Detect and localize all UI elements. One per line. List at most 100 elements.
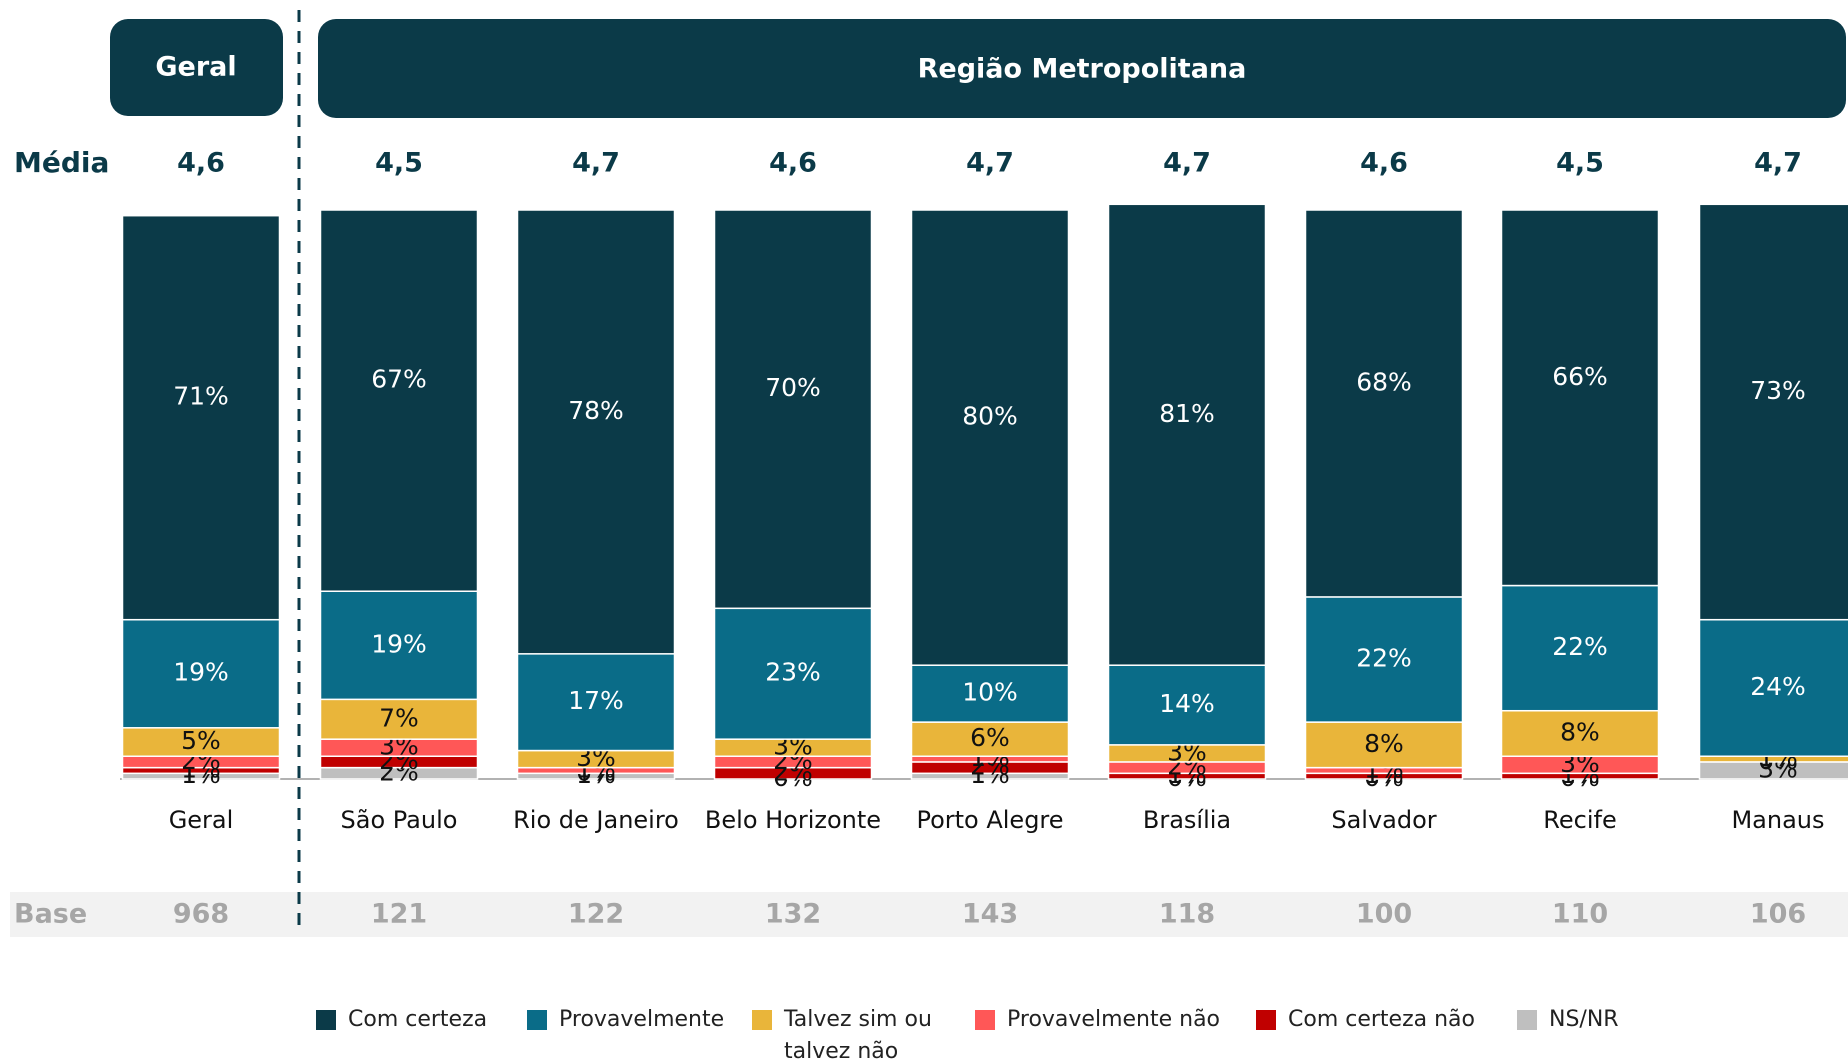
base-row [10, 892, 1848, 937]
value-label: 71% [173, 382, 229, 411]
mean-value: 4,6 [769, 148, 817, 179]
legend-swatch [316, 1010, 336, 1030]
value-label: 17% [568, 686, 624, 715]
base-value: 100 [1356, 899, 1412, 930]
group-header [318, 19, 1846, 118]
x-tick-label: Salvador [1331, 806, 1436, 834]
value-label: 24% [1750, 672, 1806, 701]
x-tick-label: Belo Horizonte [705, 806, 881, 834]
legend-item: Provavelmente não [975, 1004, 1220, 1036]
value-label: 68% [1356, 367, 1412, 396]
bar-segment [1500, 709, 1660, 757]
base-value: 143 [962, 899, 1018, 930]
legend-swatch [1256, 1010, 1276, 1030]
bar-segment [1500, 584, 1660, 712]
bar-segment [1698, 203, 1848, 621]
bar-segment [713, 209, 873, 610]
bar-segment [910, 664, 1070, 723]
x-tick-label: Rio de Janeiro [513, 806, 679, 834]
group-header [110, 19, 283, 116]
value-label: 19% [371, 629, 427, 658]
bar-segment [910, 721, 1070, 757]
mean-value: 4,5 [1556, 148, 1604, 179]
base-value: 132 [765, 899, 821, 930]
bar-segment [1304, 596, 1464, 723]
legend-label: NS/NR [1549, 1007, 1619, 1032]
bar-segment [713, 607, 873, 740]
x-tick-label: Geral [169, 806, 234, 834]
legend-item: Com certeza não [1256, 1004, 1475, 1036]
bar-segment [910, 209, 1070, 666]
bar-segment [1304, 209, 1464, 598]
value-label: 67% [371, 365, 427, 394]
legend: Com certeza Provavelmente Talvez sim ou ta… [0, 1004, 1848, 1061]
value-label: 10% [962, 678, 1018, 707]
value-label: 8% [1364, 729, 1404, 758]
chart: Geral Região Metropolitana Média Base 1%… [10, 10, 1848, 937]
base-value: 968 [173, 899, 229, 930]
bar-segment [1698, 618, 1848, 757]
base-label: Base [14, 899, 87, 930]
legend-label: Talvez sim ou talvez não [784, 1007, 932, 1061]
value-label: 80% [962, 402, 1018, 431]
legend-label: Com certeza [348, 1007, 488, 1032]
group-label: Geral [155, 52, 236, 83]
bar-segment [516, 209, 676, 655]
mean-label: Média [14, 146, 109, 179]
value-label: 22% [1552, 632, 1608, 661]
base-value: 122 [568, 899, 624, 930]
legend-label: Provavelmente [559, 1007, 725, 1032]
bar-segment [1107, 203, 1267, 666]
bar-segment [121, 214, 281, 621]
value-label: 73% [1750, 376, 1806, 405]
legend-item: NS/NR [1517, 1004, 1619, 1036]
value-label: 5% [181, 726, 221, 755]
x-tick-label: Manaus [1731, 806, 1824, 834]
mean-value: 4,7 [966, 148, 1014, 179]
value-label: 6% [970, 723, 1010, 752]
x-tick-label: Porto Alegre [916, 806, 1063, 834]
mean-value: 4,6 [177, 148, 225, 179]
value-label: 7% [379, 703, 419, 732]
value-label: 8% [1560, 717, 1600, 746]
x-tick-label: Brasília [1143, 806, 1231, 834]
bar-segment [1304, 721, 1464, 769]
value-label: 19% [173, 658, 229, 687]
legend-item: Com certeza [316, 1004, 487, 1036]
value-label: 78% [568, 396, 624, 425]
value-label: 70% [765, 373, 821, 402]
bar-segment [121, 727, 281, 757]
value-label: 22% [1356, 644, 1412, 673]
mean-value: 4,7 [1163, 148, 1211, 179]
legend-item: Talvez sim ou talvez não [752, 1004, 942, 1061]
bar-segment [1500, 209, 1660, 587]
base-value: 110 [1552, 899, 1608, 930]
value-label: 81% [1159, 399, 1215, 428]
mean-value: 4,6 [1360, 148, 1408, 179]
mean-value: 4,7 [572, 148, 620, 179]
legend-swatch [1517, 1010, 1537, 1030]
bar-segment [319, 590, 479, 701]
legend-swatch [752, 1010, 772, 1030]
value-label: 23% [765, 658, 821, 687]
base-value: 118 [1159, 899, 1215, 930]
base-value: 106 [1750, 899, 1806, 930]
legend-label: Provavelmente não [1007, 1007, 1221, 1032]
mean-value: 4,7 [1754, 148, 1802, 179]
mean-value: 4,5 [375, 148, 423, 179]
group-label: Região Metropolitana [918, 54, 1247, 85]
value-label: 66% [1552, 362, 1608, 391]
value-label: 14% [1159, 689, 1215, 718]
x-tick-label: Recife [1543, 806, 1616, 834]
legend-label: Com certeza não [1288, 1007, 1475, 1032]
bar-segment [1107, 664, 1267, 746]
legend-item: Provavelmente [527, 1004, 724, 1036]
bar-segment [319, 209, 479, 592]
bar-segment [121, 618, 281, 729]
legend-swatch [975, 1010, 995, 1030]
base-value: 121 [371, 899, 427, 930]
legend-swatch [527, 1010, 547, 1030]
x-tick-label: São Paulo [341, 806, 458, 834]
bar-segment [516, 653, 676, 752]
